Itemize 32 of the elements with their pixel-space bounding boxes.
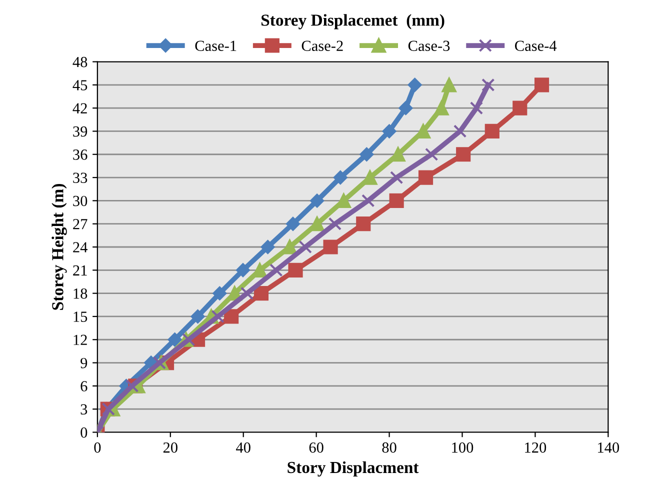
y-tick-label: 33 <box>73 172 88 183</box>
y-tick-label: 3 <box>80 404 88 415</box>
legend-label: Case-3 <box>408 40 450 52</box>
y-tick-label: 36 <box>73 150 88 160</box>
y-axis-title: Storey Height (m) <box>52 184 67 310</box>
y-tick-label: 30 <box>73 196 88 206</box>
x-tick-label: 20 <box>163 442 178 453</box>
legend-label: Case-1 <box>195 40 236 52</box>
y-tick-label: 6 <box>80 381 88 392</box>
x-tick-label: 40 <box>236 442 250 453</box>
x-tick-label: 80 <box>382 442 396 453</box>
y-tick-label: 24 <box>73 242 88 252</box>
chart-title: Storey Displacemet (mm) <box>262 14 444 30</box>
x-tick-label: 100 <box>452 442 474 453</box>
x-tick-label: 140 <box>598 442 620 453</box>
y-tick-label: 9 <box>80 358 88 368</box>
y-tick-label: 12 <box>74 334 87 345</box>
y-tick-label: 42 <box>72 103 87 114</box>
y-tick-label: 18 <box>74 288 88 299</box>
y-tick-label: 15 <box>74 312 88 322</box>
x-axis-title: Story Displacment <box>288 461 419 477</box>
legend-label: Case-4 <box>515 40 557 52</box>
y-tick-label: 45 <box>72 80 88 90</box>
x-tick-label: 0 <box>94 442 101 453</box>
legend-label: Case-2 <box>302 40 343 52</box>
y-tick-label: 39 <box>73 126 88 137</box>
x-tick-label: 120 <box>525 442 546 453</box>
x-tick-label: 60 <box>309 442 324 453</box>
y-tick-label: 27 <box>73 219 88 230</box>
y-tick-label: 48 <box>72 56 88 68</box>
y-tick-label: 21 <box>73 265 87 276</box>
y-tick-label: 0 <box>80 427 88 438</box>
